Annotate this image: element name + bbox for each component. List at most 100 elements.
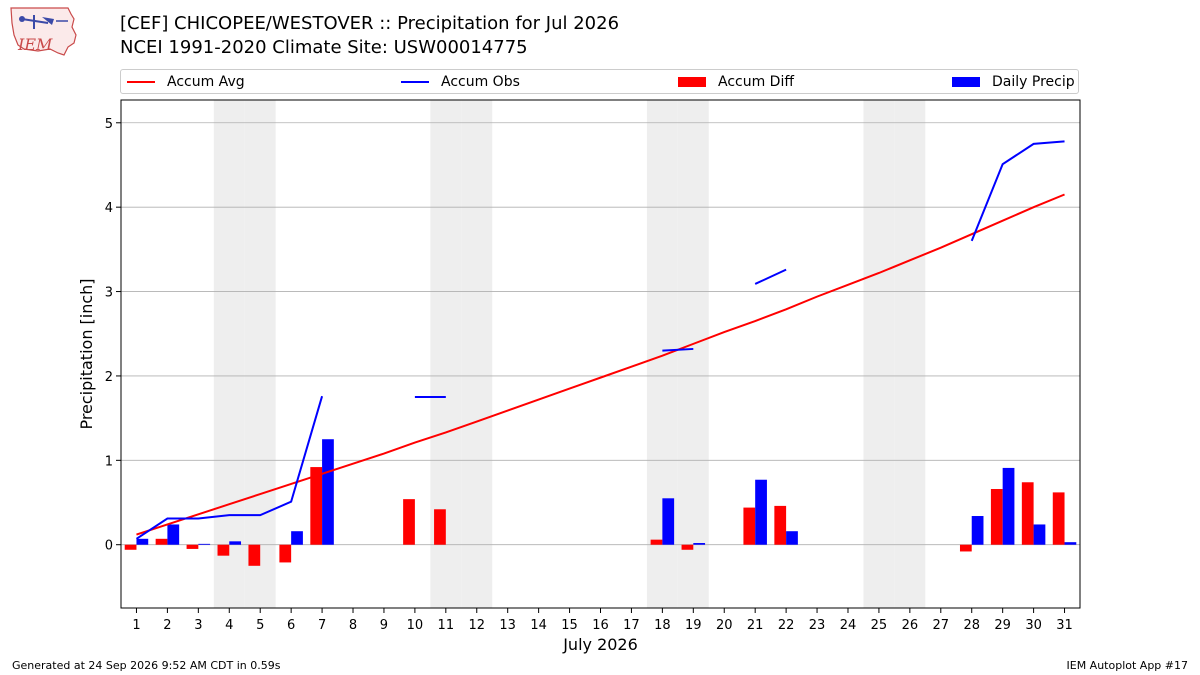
weekend-band-5 bbox=[244, 100, 276, 608]
bar-daily-precip-19 bbox=[693, 543, 706, 545]
line-accum-avg bbox=[136, 193, 1065, 536]
x-tick-label-10: 10 bbox=[407, 618, 424, 633]
x-tick-label-25: 25 bbox=[871, 618, 888, 633]
bar-accum-diff-7 bbox=[310, 467, 323, 545]
bar-accum-diff-11 bbox=[434, 509, 446, 545]
legend-label-accum-diff: Accum Diff bbox=[718, 73, 795, 90]
legend-swatch-accum-diff bbox=[678, 76, 706, 87]
bar-daily-precip-2 bbox=[167, 524, 180, 545]
footer-app: IEM Autoplot App #17 bbox=[1066, 659, 1189, 672]
weekend-band-4 bbox=[213, 100, 245, 608]
legend-swatch-accum-avg bbox=[127, 80, 155, 83]
x-tick-label-9: 9 bbox=[380, 618, 388, 633]
weekend-band-25 bbox=[863, 100, 895, 608]
bar-accum-diff-19 bbox=[681, 544, 694, 550]
plot-frame bbox=[120, 99, 1081, 609]
legend-item-accum-avg: Accum Avg bbox=[127, 70, 245, 93]
x-tick-label-6: 6 bbox=[287, 618, 295, 633]
x-tick-label-20: 20 bbox=[716, 618, 733, 633]
x-tick-label-12: 12 bbox=[468, 618, 485, 633]
bar-daily-precip-31 bbox=[1064, 542, 1077, 545]
legend-item-accum-obs: Accum Obs bbox=[401, 70, 520, 93]
weekend-band-12 bbox=[461, 100, 493, 608]
line-accum-obs-segment-3 bbox=[754, 268, 787, 285]
bar-accum-diff-3 bbox=[186, 544, 199, 549]
bar-daily-precip-30 bbox=[1033, 524, 1046, 545]
x-tick-label-13: 13 bbox=[499, 618, 516, 633]
x-tick-label-27: 27 bbox=[933, 618, 950, 633]
bar-accum-diff-29 bbox=[990, 489, 1003, 545]
bar-daily-precip-18 bbox=[662, 498, 675, 545]
x-tick-label-3: 3 bbox=[194, 618, 202, 633]
bar-daily-precip-4 bbox=[229, 541, 242, 545]
y-tick-label-4: 4 bbox=[105, 201, 113, 216]
x-tick-label-24: 24 bbox=[840, 618, 857, 633]
legend-label-accum-avg: Accum Avg bbox=[167, 73, 245, 90]
x-tick-label-18: 18 bbox=[654, 618, 671, 633]
x-tick-label-23: 23 bbox=[809, 618, 826, 633]
bar-daily-precip-22 bbox=[786, 531, 798, 545]
line-accum-obs-segment-4 bbox=[970, 140, 1065, 242]
legend-label-daily-precip: Daily Precip bbox=[992, 73, 1075, 90]
legend-label-accum-obs: Accum Obs bbox=[441, 73, 520, 90]
bar-accum-diff-2 bbox=[155, 538, 168, 545]
line-accum-obs-segment-2 bbox=[662, 347, 694, 352]
bar-daily-precip-28 bbox=[971, 516, 984, 545]
chart-subtitle: NCEI 1991-2020 Climate Site: USW00014775 bbox=[120, 37, 528, 58]
y-tick-label-2: 2 bbox=[105, 370, 113, 385]
x-tick-label-7: 7 bbox=[318, 618, 326, 633]
x-tick-label-22: 22 bbox=[778, 618, 795, 633]
logo-text: IEM bbox=[17, 35, 53, 54]
legend-swatch-daily-precip bbox=[952, 76, 980, 87]
bar-accum-diff-6 bbox=[279, 544, 292, 563]
x-tick-label-1: 1 bbox=[132, 618, 140, 633]
bar-accum-diff-22 bbox=[774, 505, 787, 545]
x-tick-label-4: 4 bbox=[225, 618, 233, 633]
y-tick-label-5: 5 bbox=[105, 117, 113, 132]
x-tick-label-2: 2 bbox=[163, 618, 171, 633]
y-tick-label-0: 0 bbox=[105, 539, 113, 554]
x-tick-label-17: 17 bbox=[623, 618, 640, 633]
x-tick-label-11: 11 bbox=[438, 618, 455, 633]
bar-daily-precip-7 bbox=[322, 439, 334, 545]
x-tick-label-5: 5 bbox=[256, 618, 264, 633]
y-tick-label-3: 3 bbox=[105, 286, 113, 301]
bar-accum-diff-28 bbox=[959, 544, 972, 552]
bar-accum-diff-18 bbox=[650, 539, 663, 545]
bar-daily-precip-3 bbox=[198, 543, 211, 545]
iem-logo: IEM bbox=[10, 7, 77, 56]
weekend-band-19 bbox=[677, 100, 709, 608]
bar-daily-precip-1 bbox=[136, 538, 149, 545]
footer-generated: Generated at 24 Sep 2026 9:52 AM CDT in … bbox=[12, 659, 281, 672]
x-tick-label-30: 30 bbox=[1025, 618, 1042, 633]
bar-daily-precip-21 bbox=[755, 479, 767, 545]
x-tick-label-31: 31 bbox=[1056, 618, 1073, 633]
bar-accum-diff-31 bbox=[1052, 492, 1065, 545]
legend-item-daily-precip: Daily Precip bbox=[952, 70, 1075, 93]
x-tick-label-16: 16 bbox=[592, 618, 609, 633]
weekend-band-26 bbox=[894, 100, 926, 608]
legend-swatch-accum-obs bbox=[401, 80, 429, 83]
bar-accum-diff-1 bbox=[124, 544, 137, 550]
x-axis-label: July 2026 bbox=[562, 635, 638, 654]
legend-item-accum-diff: Accum Diff bbox=[678, 70, 794, 93]
bar-accum-diff-30 bbox=[1021, 482, 1034, 545]
x-tick-label-8: 8 bbox=[349, 618, 357, 633]
weekend-band-18 bbox=[646, 100, 678, 608]
x-tick-label-28: 28 bbox=[963, 618, 980, 633]
y-tick-label-1: 1 bbox=[105, 454, 113, 469]
legend: Accum Avg Accum Obs Accum Diff Daily Pre… bbox=[120, 69, 1079, 94]
bar-accum-diff-4 bbox=[217, 544, 230, 556]
x-tick-label-29: 29 bbox=[994, 618, 1011, 633]
line-accum-obs-segment-0 bbox=[135, 395, 324, 540]
x-tick-label-14: 14 bbox=[530, 618, 547, 633]
weekend-band-11 bbox=[430, 100, 462, 608]
bar-daily-precip-29 bbox=[1002, 467, 1015, 545]
x-tick-label-21: 21 bbox=[747, 618, 764, 633]
chart-title: [CEF] CHICOPEE/WESTOVER :: Precipitation… bbox=[120, 13, 620, 34]
x-tick-label-15: 15 bbox=[561, 618, 578, 633]
x-tick-label-26: 26 bbox=[902, 618, 919, 633]
bar-accum-diff-5 bbox=[248, 544, 261, 566]
bar-daily-precip-6 bbox=[291, 531, 303, 545]
